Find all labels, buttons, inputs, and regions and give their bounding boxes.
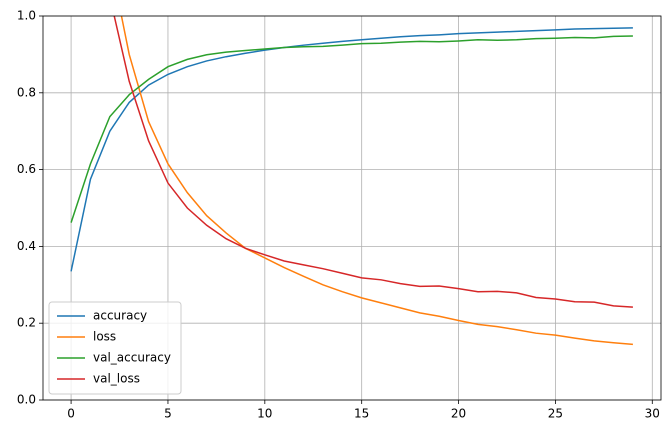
series-line	[70, 35, 633, 223]
axes-frame	[42, 15, 662, 401]
plot-lines	[70, 16, 633, 346]
legend-label: val_loss	[93, 372, 140, 386]
x-tick-label: 15	[354, 407, 369, 421]
legend-box	[48, 301, 182, 395]
x-tick-label: 10	[257, 407, 272, 421]
y-tick-label: 0.0	[17, 393, 36, 407]
series-line	[120, 16, 633, 346]
y-tick-label: 0.6	[17, 162, 36, 176]
legend-label: loss	[93, 330, 116, 344]
legend-label: accuracy	[93, 309, 147, 323]
y-tick-label: 0.2	[17, 316, 36, 330]
x-tick-label: 0	[67, 407, 75, 421]
series-line	[113, 16, 633, 308]
series-line	[70, 27, 633, 272]
x-tick-label: 5	[164, 407, 172, 421]
legend-label: val_accuracy	[93, 351, 171, 365]
y-tick-label: 1.0	[17, 9, 36, 23]
x-tick-label: 20	[451, 407, 466, 421]
legend: accuracy loss val_accuracy val_loss	[48, 301, 182, 395]
y-tick-label: 0.8	[17, 85, 36, 99]
x-tick-label: 25	[548, 407, 563, 421]
x-tick-label: 30	[645, 407, 660, 421]
y-tick-label: 0.4	[17, 239, 36, 253]
